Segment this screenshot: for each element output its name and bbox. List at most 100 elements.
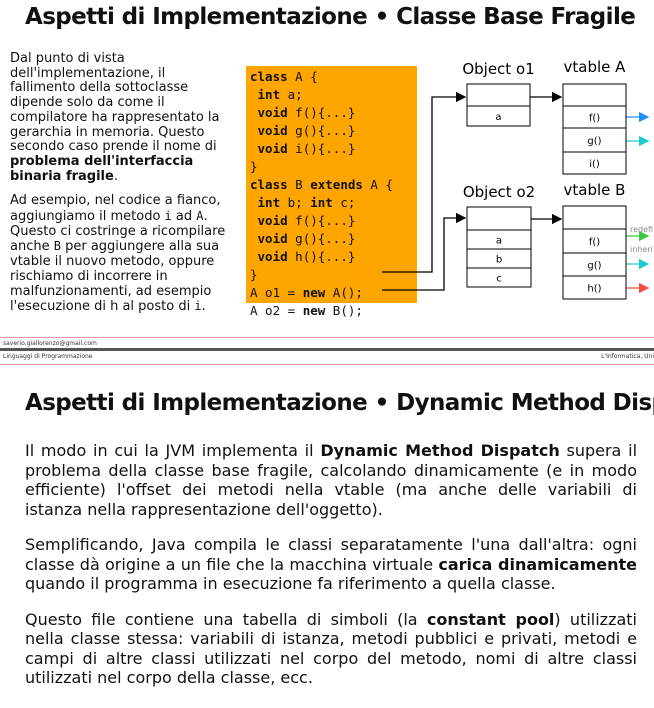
rule	[0, 364, 654, 365]
bold-text: problema dell'interfaccia binaria fragil…	[10, 153, 194, 184]
code-line: int a;	[246, 86, 417, 104]
cell-label: f()	[589, 113, 600, 124]
bold-text: void	[257, 105, 288, 120]
code-line: int b; int c;	[246, 194, 417, 212]
footer-email: saverio.giallorenzo@gmail.com	[3, 340, 97, 347]
code-line: A o2 = new B();	[246, 302, 417, 320]
text-body: Il modo in cui la JVM implementa il Dyna…	[25, 441, 637, 704]
paragraph: Il modo in cui la JVM implementa il Dyna…	[25, 441, 637, 519]
bold-text: extends	[310, 177, 363, 192]
bold-text: class	[250, 177, 288, 192]
code-line: void g(){...}	[246, 230, 417, 248]
code-line: class B extends A {	[246, 176, 417, 194]
legend-label: inheri	[630, 245, 653, 254]
code-line: void i(){...}	[246, 140, 417, 158]
text-run: Semplificando, Java compila le classi se…	[25, 535, 637, 574]
footer-course: Linguaggi di Programmazione	[3, 353, 93, 360]
box-cell	[466, 105, 531, 127]
inline-code: B	[53, 239, 61, 254]
text-run: .	[113, 168, 118, 184]
inline-code: A	[196, 209, 204, 224]
paragraph: Semplificando, Java compila le classi se…	[25, 535, 637, 594]
code-box: class A { int a; void f(){...} void g(){…	[246, 66, 417, 318]
box-label: vtable A	[564, 58, 627, 76]
box-cell	[562, 275, 627, 300]
text-run: ) utilizzati nella classe stessa: variab…	[25, 609, 637, 688]
text-run: b;	[280, 195, 311, 210]
text-run: g(){...}	[287, 231, 356, 246]
text-run: A();	[325, 285, 363, 300]
box-cell	[466, 83, 531, 107]
text-run: Dal punto di vista dell'implementazione,…	[10, 51, 220, 155]
text-column: Dal punto di vista dell'implementazione,…	[10, 51, 232, 325]
bold-text: new	[302, 303, 326, 318]
cell-label: g()	[587, 261, 601, 272]
bold-text: void	[257, 141, 288, 156]
code-line: A o1 = new A();	[246, 284, 417, 302]
box-cell	[562, 205, 627, 230]
box-cell	[466, 267, 532, 288]
code-line: class A {	[246, 68, 417, 86]
text-run: h(){...}	[287, 249, 356, 264]
bold-text: void	[257, 123, 288, 138]
bold-text: void	[257, 249, 288, 264]
bold-text: class	[250, 69, 288, 84]
text-run: quando il programma in esecuzione fa rif…	[25, 574, 556, 593]
code-line: void f(){...}	[246, 212, 417, 230]
text-run: B	[287, 177, 311, 192]
text-run: A o1 =	[250, 285, 303, 300]
text-run: Il modo in cui la JVM implementa il	[25, 441, 321, 460]
box-label: vtable B	[564, 181, 626, 199]
cell-label: h()	[587, 284, 601, 295]
text-run: }	[250, 267, 258, 282]
bold-text: void	[257, 213, 288, 228]
slide-title: Aspetti di Implementazione • Dynamic Met…	[25, 390, 654, 416]
cell-label: a	[495, 112, 501, 123]
text-run: . Questo ci costringe a ricompilare anch…	[10, 209, 226, 255]
text-run: A {	[287, 69, 318, 84]
paragraph: Questo file contiene una tabella di simb…	[25, 610, 637, 688]
legend-label: redefi	[630, 225, 653, 234]
code-line: }	[246, 158, 417, 176]
bold-text: int	[257, 195, 281, 210]
inline-code: i	[164, 209, 172, 224]
text-run: Ad esempio, nel codice a fianco, aggiung…	[10, 193, 221, 225]
text-run: B();	[325, 303, 363, 318]
text-run: A o2 =	[250, 303, 303, 318]
text-run: g(){...}	[287, 123, 356, 138]
bold-text: int	[310, 195, 333, 210]
text-run: f(){...}	[287, 105, 356, 120]
bold-text: carica dinamicamente	[438, 554, 638, 574]
bold-text: constant pool	[426, 609, 555, 629]
box-cell	[562, 151, 627, 175]
text-run: A {	[362, 177, 394, 192]
cell-label: i()	[589, 159, 600, 170]
bold-text: void	[257, 231, 288, 246]
rule	[0, 348, 654, 351]
code-line: void h(){...}	[246, 248, 417, 266]
box-label: Object o1	[462, 60, 534, 78]
text-run: f(){...}	[287, 213, 356, 228]
cell-label: g()	[587, 136, 601, 147]
cell-label: a	[496, 236, 502, 247]
text-run: Questo file contiene una tabella di simb…	[25, 609, 427, 629]
text-run: a;	[280, 87, 303, 102]
box-cell	[562, 228, 627, 254]
paragraph: Ad esempio, nel codice a fianco, aggiung…	[10, 194, 232, 315]
bold-text: Dynamic Method Dispatch	[320, 441, 560, 460]
text-run: supera il problema della classe base fra…	[25, 441, 638, 519]
inline-code: i	[194, 299, 202, 314]
text-run: }	[250, 159, 258, 174]
text-run: c;	[332, 195, 356, 210]
box-cell	[466, 206, 532, 231]
code-line: }	[246, 266, 417, 284]
cell-label: b	[496, 255, 502, 266]
box-cell	[562, 83, 627, 107]
bold-text: new	[302, 285, 326, 300]
code-line: void f(){...}	[246, 104, 417, 122]
paragraph: Dal punto di vista dell'implementazione,…	[10, 51, 232, 184]
text-run: .	[201, 299, 206, 315]
cell-label: f()	[589, 237, 600, 248]
box-label: Object o2	[463, 183, 535, 201]
